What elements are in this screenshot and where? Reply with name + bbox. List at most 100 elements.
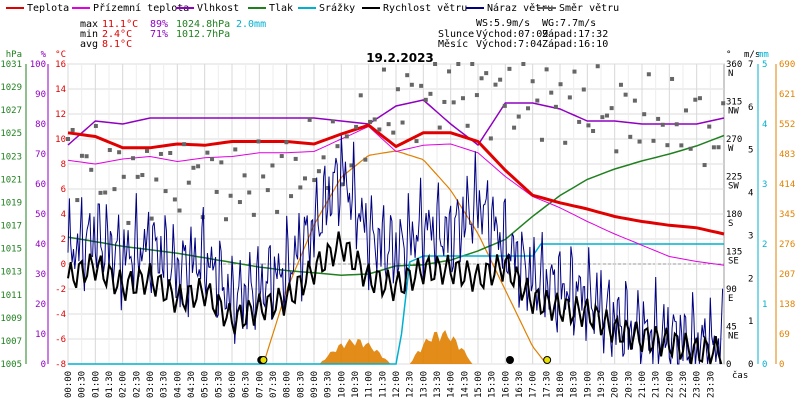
- wind-direction-point: [131, 156, 136, 161]
- x-tick: 11:30: [378, 371, 388, 398]
- direction-name: NW: [728, 107, 739, 117]
- moon-label: Měsíc: [438, 38, 468, 50]
- wind-direction-point: [261, 174, 266, 179]
- wind-direction-point: [674, 122, 679, 127]
- wind-direction-point: [549, 90, 554, 95]
- legend-label: Tlak: [269, 3, 293, 14]
- x-tick: 06:00: [228, 371, 238, 398]
- wind-direction-point: [381, 67, 386, 72]
- wind-speed-tick: 3: [748, 231, 753, 241]
- grid: [67, 63, 725, 365]
- wind-direction-point: [577, 119, 582, 124]
- wind-direction-point: [233, 147, 238, 152]
- rain-line: [68, 243, 724, 365]
- temperature-tick: 12: [55, 110, 66, 120]
- direction-tick: 270: [726, 135, 742, 145]
- wind-direction-point: [479, 76, 484, 81]
- direction-name: SE: [728, 257, 739, 267]
- rain-tick: 5: [762, 60, 767, 70]
- temperature-tick: 6: [61, 185, 66, 195]
- x-tick: 10:30: [351, 371, 361, 398]
- wind-direction-point: [191, 165, 196, 170]
- direction-tick: 135: [726, 248, 742, 258]
- x-tick: 17:30: [542, 371, 552, 398]
- direction-name: N: [728, 69, 733, 79]
- pressure-tick: 1011: [0, 291, 22, 301]
- direction-tick: 0: [726, 360, 731, 370]
- wind-direction-point: [586, 123, 591, 128]
- x-tick: 16:30: [515, 371, 525, 398]
- wind-direction-point: [660, 122, 665, 127]
- wind-direction-point: [312, 178, 317, 183]
- wind-direction-point: [247, 190, 252, 195]
- temperature-tick: 14: [55, 85, 66, 95]
- direction-axis-label: °: [726, 50, 731, 60]
- x-tick: 19:00: [583, 371, 593, 398]
- wind-direction-point: [595, 64, 600, 69]
- wind-direction-point: [646, 72, 651, 77]
- wind-direction-point: [186, 180, 191, 185]
- x-tick: 18:00: [556, 371, 566, 398]
- wind-direction-point: [205, 150, 210, 155]
- wind-direction-point: [219, 160, 224, 165]
- humidity-tick: 10: [35, 330, 46, 340]
- x-tick: 02:00: [119, 371, 129, 398]
- wind-speed-tick: 6: [748, 103, 753, 113]
- solar-measured-area: [319, 338, 391, 364]
- wind-direction-point: [98, 190, 103, 195]
- wind-direction-point: [340, 182, 345, 187]
- wind-direction-point: [572, 69, 577, 74]
- x-tick: 13:30: [433, 371, 443, 398]
- wind-direction-point: [84, 154, 89, 159]
- x-tick: 00:30: [78, 371, 88, 398]
- wind-direction-point: [530, 79, 535, 84]
- wind-direction-point: [665, 143, 670, 148]
- wind-direction-point: [214, 189, 219, 194]
- wind-direction-point: [107, 148, 112, 153]
- stats-value: 11.1°C: [102, 19, 138, 30]
- x-tick: 01:30: [105, 371, 115, 398]
- stats-value: 89%: [150, 19, 168, 30]
- temperature-tick: 4: [61, 210, 66, 220]
- legend: Teplota Přízemní teplota Vlhkost Tlak Srážky…: [6, 2, 619, 14]
- wind-direction-point: [66, 137, 70, 141]
- humidity-tick: 80: [35, 120, 46, 130]
- x-tick: 21:30: [652, 371, 662, 398]
- wind-direction-point: [632, 98, 637, 103]
- direction-name: E: [728, 294, 733, 304]
- humidity-line: [67, 99, 725, 147]
- x-tick: 12:30: [406, 371, 416, 398]
- wind-direction-point: [609, 106, 614, 111]
- wind-direction-point: [177, 208, 182, 213]
- stats-value: 8.1°C: [102, 39, 132, 50]
- wind-direction-point: [93, 123, 98, 128]
- temperature-line: [67, 123, 725, 236]
- stats-value: 71%: [150, 29, 168, 40]
- humidity-tick: 50: [35, 210, 46, 220]
- wind-direction-point: [363, 157, 368, 162]
- wind-direction-point: [237, 200, 242, 205]
- legend-label: Směr větru: [559, 2, 619, 14]
- wind-direction-point: [349, 163, 354, 168]
- wind-direction-point: [442, 99, 447, 104]
- solar-tick: 345: [779, 210, 795, 220]
- pressure-tick: 1015: [0, 245, 22, 255]
- humidity-tick: 40: [35, 240, 46, 250]
- wind-direction-point: [423, 97, 428, 102]
- axes: hPa1031102910271025102310211019101710151…: [0, 50, 795, 398]
- wind-direction-point: [140, 173, 145, 178]
- x-axis-label: čas: [732, 370, 748, 381]
- wind-direction-point: [372, 117, 377, 122]
- x-tick: 07:30: [269, 371, 279, 398]
- x-tick: 05:30: [214, 371, 224, 398]
- legend-label: Náraz větru: [487, 2, 553, 14]
- stats-panel: max 11.1°C 89% 1024.8hPa 2.0mm min 2.4°C 71% 101…: [80, 18, 608, 50]
- direction-tick: 225: [726, 173, 742, 183]
- pressure-tick: 1031: [0, 60, 22, 70]
- wind-direction-point: [474, 93, 479, 98]
- wind-direction-point: [656, 116, 661, 121]
- solar-tick: 69: [779, 330, 790, 340]
- plot-area: [66, 62, 726, 365]
- wind-speed-tick: 0: [748, 360, 753, 370]
